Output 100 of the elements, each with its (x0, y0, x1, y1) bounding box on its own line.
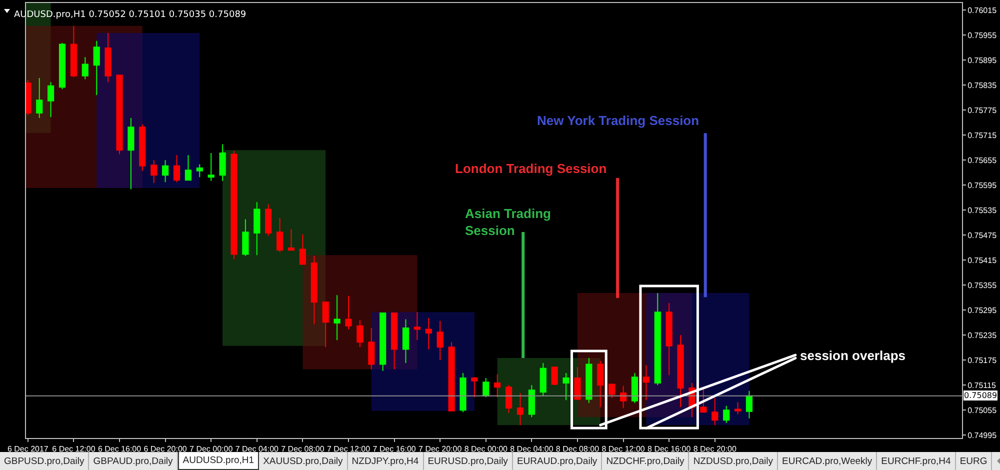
candlestick (390, 312, 398, 370)
x-tick-label: 6 Dec 16:00 (98, 444, 142, 454)
annotation: Asian Trading Session (465, 206, 552, 238)
candlestick (254, 202, 260, 256)
candlestick (265, 204, 272, 236)
candlestick (586, 358, 592, 404)
y-tick-label: 0.75235 (968, 330, 998, 340)
x-tick-label: 8 Dec 20:00 (693, 444, 737, 454)
x-tick-label: 8 Dec 08:00 (556, 444, 600, 454)
candlestick (162, 160, 169, 183)
candlestick (746, 390, 753, 419)
y-tick-label: 0.75055 (968, 406, 998, 415)
candlestick (208, 152, 214, 182)
candlestick (631, 372, 638, 404)
candlestick (436, 320, 444, 361)
candlestick (310, 255, 318, 325)
candlestick (414, 312, 420, 341)
candlestick (139, 124, 146, 172)
candlestick (219, 144, 226, 182)
x-tick-label: 8 Dec 04:00 (510, 444, 554, 454)
candlestick (666, 302, 672, 376)
text: EURCHF.pro,H4 (877, 452, 956, 470)
y-tick-label: 0.75175 (968, 356, 998, 365)
x-tick-label: 7 Dec 12:00 (326, 444, 371, 454)
candlestick (642, 364, 650, 401)
candlestick (460, 372, 466, 413)
candlestick (26, 80, 32, 116)
y-tick-label: 0.75955 (968, 30, 998, 40)
candlestick (36, 78, 43, 118)
candlestick (700, 386, 707, 413)
text: NZDJPY.pro,H4 (348, 452, 424, 470)
x-tick-label: 7 Dec 20:00 (418, 444, 462, 454)
y-tick-label: 0.75115 (968, 380, 996, 390)
candlestick (540, 362, 546, 396)
x-tick-label: 8 Dec 00:00 (464, 444, 508, 454)
candlestick (562, 372, 570, 401)
candlestick (345, 295, 352, 330)
y-tick-label: 0.75775 (968, 106, 998, 115)
candlestick (242, 218, 249, 256)
text: EURUSD.pro,Daily (424, 452, 513, 470)
candlestick (184, 154, 192, 181)
x-tick-label: 7 Dec 04:00 (235, 444, 280, 454)
candlestick (712, 398, 718, 426)
x-tick-label: 6 Dec 2017 (7, 444, 49, 454)
candlestick (58, 42, 66, 90)
candlestick (230, 150, 238, 260)
candlestick (48, 82, 54, 118)
candlestick (334, 294, 340, 341)
candlestick (482, 378, 490, 398)
candlestick (597, 360, 604, 408)
x-tick-label: 7 Dec 00:00 (190, 444, 234, 454)
candlestick (574, 366, 581, 401)
text: XAUUSD.pro,Daily (259, 452, 348, 470)
y-tick-label: 0.75595 (968, 180, 998, 190)
candlestick (288, 228, 295, 251)
candlestick (551, 366, 558, 386)
candlestick (425, 318, 432, 350)
x-tick-label: 8 Dec 16:00 (648, 444, 692, 454)
candlestick (505, 384, 512, 414)
candlestick (82, 56, 88, 80)
candlestick (494, 374, 501, 398)
candlestick (356, 320, 364, 348)
x-tick-label: 8 Dec 12:00 (602, 444, 646, 454)
candlestick (471, 376, 478, 398)
candlestick (276, 218, 284, 253)
ref-line-label: 0.75089 (964, 391, 998, 400)
candlestick (516, 392, 524, 426)
candlestick (299, 234, 306, 265)
candlestick (448, 342, 455, 412)
x-tick-label: 7 Dec 08:00 (281, 444, 325, 454)
y-tick-label: 0.75715 (968, 130, 998, 140)
y-tick-label: 0.76015 (968, 6, 998, 15)
candlestick (677, 334, 684, 408)
candlestick (402, 318, 410, 364)
candlestick (70, 25, 78, 78)
candlestick (104, 32, 112, 83)
y-tick-label: 0.75895 (968, 56, 998, 65)
candlestick (723, 405, 730, 424)
text: NZDUSD.pro,Daily (689, 452, 778, 470)
candlestick (322, 302, 329, 348)
annotation: session overlaps (800, 348, 906, 363)
candlestick (608, 384, 616, 398)
y-tick-label: 0.75355 (968, 280, 998, 290)
x-tick-label: 6 Dec 12:00 (52, 444, 96, 454)
text: AUDUSD.pro,H1 (178, 452, 260, 470)
text: EURG (956, 452, 992, 470)
text: EURCAD.pro,Weekly (778, 452, 878, 470)
text: NZDCHF.pro,Daily (602, 452, 690, 470)
y-tick-label: 0.75415 (968, 256, 998, 265)
y-tick-label: 0.75535 (968, 206, 998, 215)
y-tick-label: 0.75655 (968, 156, 998, 165)
candlestick (150, 160, 158, 184)
text: EURAUD.pro,Daily (512, 452, 602, 470)
y-tick-label: 0.75835 (968, 80, 998, 90)
annotation: New York Trading Session (537, 113, 700, 128)
text: GBPAUD.pro,Daily (89, 452, 178, 470)
candlestick (528, 384, 535, 418)
y-tick-label: 0.75475 (968, 230, 998, 240)
candlestick (734, 402, 742, 415)
y-tick-label: 0.75295 (968, 306, 998, 315)
